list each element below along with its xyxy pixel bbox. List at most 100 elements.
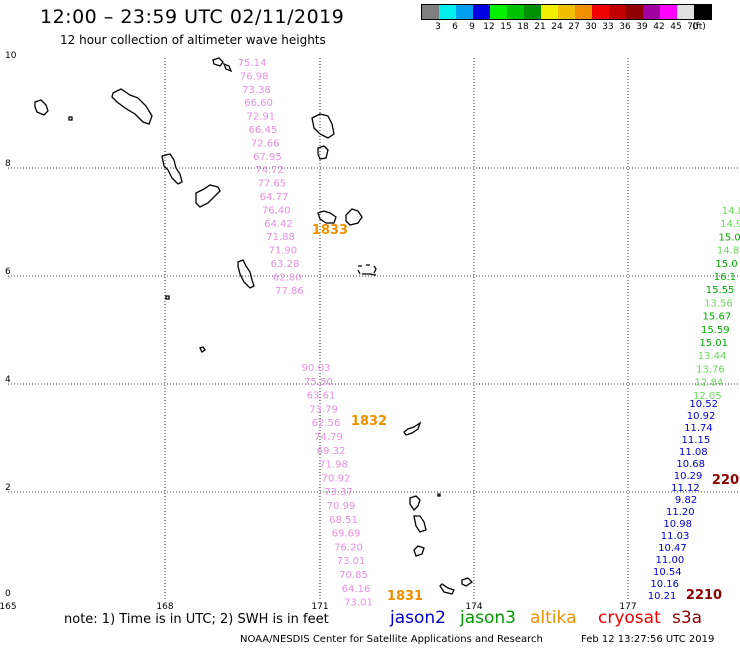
legend-tick-label: (ft) bbox=[692, 22, 706, 32]
island-outline bbox=[165, 295, 170, 300]
legend-swatch bbox=[677, 5, 694, 19]
wave-height-value: 10.52 bbox=[689, 399, 718, 410]
island-outline bbox=[439, 577, 474, 595]
legend-swatch bbox=[660, 5, 677, 19]
pass-time-label: 2209 bbox=[712, 473, 740, 488]
wave-height-value: 10.21 bbox=[648, 591, 677, 602]
wave-height-value: 12.84 bbox=[695, 378, 724, 389]
wave-height-value: 14.8 bbox=[722, 206, 740, 217]
legend-swatch bbox=[422, 5, 439, 19]
legend-tick-label: 24 bbox=[551, 22, 563, 32]
island-outline bbox=[317, 208, 363, 226]
lon-label: 177 bbox=[619, 602, 636, 612]
legend-tick-label: 18 bbox=[517, 22, 529, 32]
legend-swatch bbox=[541, 5, 558, 19]
wave-height-value: 14.9 bbox=[720, 219, 740, 230]
wave-height-value: 9.82 bbox=[675, 495, 697, 506]
satellite-s3a: s3a bbox=[672, 608, 703, 628]
wave-height-value: 10.29 bbox=[674, 471, 703, 482]
lat-label: 2 bbox=[5, 483, 11, 493]
wave-height-value: 15.0 bbox=[719, 232, 740, 243]
legend-tick-label: 45 bbox=[670, 22, 682, 32]
wave-height-tracks: 75.14 76.98 73.38 66.60 72.91 66.45 72.66 67.95… bbox=[238, 58, 740, 609]
wave-height-value: 73.01 bbox=[337, 556, 366, 567]
wave-height-value: 16.1 bbox=[714, 272, 736, 283]
wave-height-value: 11.03 bbox=[661, 531, 690, 542]
legend-swatch bbox=[626, 5, 643, 19]
wave-height-value: 13.56 bbox=[704, 298, 733, 309]
island-outline bbox=[413, 545, 425, 557]
legend-swatch bbox=[456, 5, 473, 19]
legend-tick-label: 9 bbox=[469, 22, 475, 32]
legend-swatch bbox=[507, 5, 524, 19]
wave-height-value: 62.56 bbox=[312, 418, 341, 429]
wave-height-value: 14.8 bbox=[717, 246, 739, 257]
wave-height-value: 11.74 bbox=[684, 423, 713, 434]
wave-height-value: 64.16 bbox=[342, 584, 371, 595]
wave-height-value: 73.37 bbox=[324, 487, 353, 498]
wave-height-value: 15.55 bbox=[706, 285, 735, 296]
island-outline bbox=[317, 145, 329, 160]
legend-tick-label: 27 bbox=[568, 22, 580, 32]
pass-time-label: 1832 bbox=[351, 414, 387, 429]
wave-height-value: 70.99 bbox=[327, 501, 356, 512]
wave-height-value: 76.98 bbox=[240, 71, 269, 82]
wave-height-value: 68.51 bbox=[329, 515, 358, 526]
lon-label: 168 bbox=[156, 602, 173, 612]
wave-height-value: 13.76 bbox=[696, 364, 725, 375]
legend-swatch bbox=[473, 5, 490, 19]
wave-height-value: 72.91 bbox=[246, 112, 275, 123]
wave-height-value: 66.45 bbox=[249, 125, 278, 136]
wave-height-value: 74.79 bbox=[314, 432, 343, 443]
legend-tick-label: 6 bbox=[452, 22, 458, 32]
island-outline bbox=[311, 113, 335, 139]
color-scale-legend: 3 6 9 12 15 18 21 24 27 30 33 36 39 42 45 70 (ft) bbox=[421, 4, 712, 34]
wave-height-value: 12.05 bbox=[693, 391, 722, 402]
island-outline bbox=[161, 153, 183, 185]
wave-height-value: 70.92 bbox=[322, 473, 351, 484]
island-outline bbox=[34, 99, 73, 121]
island-outline bbox=[409, 493, 441, 512]
wave-height-value: 69.69 bbox=[332, 529, 361, 540]
wave-height-value: 11.00 bbox=[656, 555, 685, 566]
island-outline bbox=[403, 421, 422, 436]
lat-label: 10 bbox=[5, 51, 17, 61]
legend-swatch bbox=[575, 5, 592, 19]
wave-height-value: 67.95 bbox=[253, 152, 282, 163]
generation-timestamp: Feb 12 13:27:56 UTC 2019 bbox=[581, 634, 715, 645]
wave-height-value: 10.98 bbox=[663, 519, 692, 530]
wave-height-value: 10.16 bbox=[650, 579, 679, 590]
lon-label: 171 bbox=[311, 602, 328, 612]
legend-swatch bbox=[558, 5, 575, 19]
wave-height-value: 15.0 bbox=[715, 259, 737, 270]
wave-height-value: 64.42 bbox=[264, 219, 293, 230]
note-text: note: 1) Time is in UTC; 2) SWH is in fe… bbox=[64, 612, 329, 627]
legend-swatch bbox=[524, 5, 541, 19]
legend-color-bar bbox=[421, 4, 712, 20]
wave-height-value: 77.65 bbox=[257, 179, 286, 190]
legend-tick-label: 33 bbox=[602, 22, 614, 32]
legend-tick-label: 21 bbox=[534, 22, 546, 32]
wave-height-value: 76.20 bbox=[334, 542, 363, 553]
satellite-altika: altika bbox=[530, 608, 577, 628]
island-outline bbox=[199, 346, 206, 353]
island-outlines bbox=[34, 57, 474, 595]
map-title: 12:00 – 23:59 UTC 02/11/2019 bbox=[40, 6, 345, 28]
satellite-cryosat: cryosat bbox=[598, 608, 661, 628]
legend-swatch bbox=[609, 5, 626, 19]
legend-tick-label: 15 bbox=[500, 22, 512, 32]
wave-height-value: 72.66 bbox=[251, 138, 280, 149]
lat-lon-grid: 10 8 6 4 2 0 165 168 171 174 177 bbox=[0, 51, 740, 612]
wave-height-value: 11.15 bbox=[682, 435, 711, 446]
legend-swatch bbox=[592, 5, 609, 19]
wave-height-value: 77.86 bbox=[275, 286, 304, 297]
legend-swatch bbox=[439, 5, 456, 19]
wave-height-value: 71.98 bbox=[319, 460, 348, 471]
wave-height-value: 11.20 bbox=[666, 507, 695, 518]
legend-tick-labels: 3 6 9 12 15 18 21 24 27 30 33 36 39 42 45 70 (ft) bbox=[421, 20, 712, 34]
legend-tick-label: 42 bbox=[653, 22, 665, 32]
island-outline bbox=[212, 57, 233, 73]
wave-height-value: 11.12 bbox=[671, 483, 700, 494]
wave-height-value: 90.03 bbox=[302, 363, 331, 374]
